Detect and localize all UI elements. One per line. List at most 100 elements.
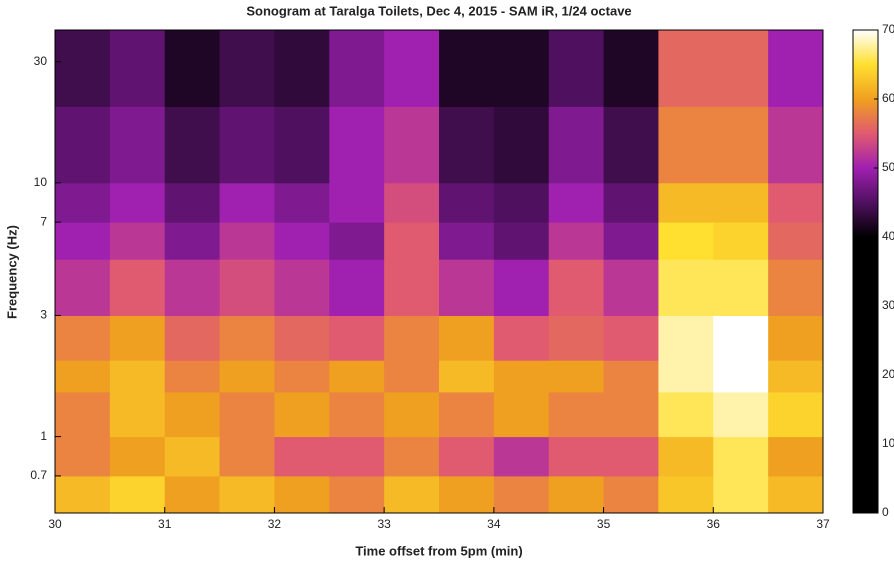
heatmap-cell (109, 436, 166, 477)
heatmap-cell (109, 182, 166, 223)
heatmap-cell (164, 436, 221, 477)
x-tick-label: 37 (816, 517, 830, 531)
x-axis-label: Time offset from 5pm (min) (355, 543, 522, 558)
heatmap-cell (55, 259, 111, 317)
heatmap-cell (768, 259, 824, 317)
heatmap-cell (658, 360, 714, 393)
x-tick-label: 32 (268, 517, 282, 531)
heatmap-cell (109, 222, 166, 260)
heatmap-cell (274, 106, 330, 184)
heatmap-cell (109, 360, 166, 393)
heatmap-cell (658, 391, 714, 438)
heatmap-cell (329, 30, 385, 107)
heatmap-cell (109, 475, 166, 514)
heatmap-cell (164, 391, 221, 438)
heatmap-cell (439, 259, 495, 317)
heatmap-cell (384, 475, 440, 514)
x-tick-label: 34 (487, 517, 501, 531)
heatmap-cell (384, 222, 440, 260)
heatmap-cell (713, 182, 769, 223)
heatmap-cell (439, 222, 495, 260)
heatmap-cell (439, 360, 495, 393)
y-tick-label: 30 (34, 54, 48, 68)
heatmap-cell (439, 315, 495, 361)
heatmap-cell (768, 30, 824, 107)
heatmap-cell (768, 222, 824, 260)
heatmap-cell (219, 360, 275, 393)
y-tick-label: 0.7 (30, 468, 47, 482)
heatmap-cell (109, 259, 166, 317)
heatmap-cell (439, 436, 495, 477)
heatmap-cell (603, 475, 659, 514)
x-tick-label: 31 (158, 517, 172, 531)
heatmap-cell (548, 360, 605, 393)
heatmap-cell (768, 182, 824, 223)
heatmap-cell (768, 315, 824, 361)
heatmap-cell (713, 106, 769, 184)
heatmap-cell (109, 30, 166, 107)
heatmap-cell (548, 182, 605, 223)
heatmap-cell (658, 475, 714, 514)
heatmap-cell (548, 391, 605, 438)
heatmap-cell (329, 315, 385, 361)
heatmap-cell (329, 475, 385, 514)
heatmap-cell (109, 315, 166, 361)
heatmap-cell (713, 436, 769, 477)
colorbar-tick-label: 60 (882, 91, 894, 105)
heatmap-cell (164, 106, 221, 184)
heatmap-cell (713, 315, 769, 361)
colorbar-tick-label: 0 (882, 505, 889, 519)
heatmap-cell (55, 391, 111, 438)
heatmap-cell (274, 222, 330, 260)
heatmap-cell (713, 259, 769, 317)
heatmap-cell (55, 182, 111, 223)
heatmap-cell (274, 315, 330, 361)
heatmap-cell (768, 391, 824, 438)
heatmap-cell (274, 475, 330, 514)
x-tick-label: 30 (48, 517, 62, 531)
colorbar-tick-label: 20 (882, 367, 894, 381)
heatmap-cell (493, 30, 550, 107)
heatmap-cell (603, 106, 659, 184)
heatmap-cell (219, 30, 275, 107)
heatmap-cell (658, 182, 714, 223)
heatmap-cell (274, 360, 330, 393)
y-tick-label: 10 (34, 175, 48, 189)
colorbar-tick-label: 70 (882, 22, 894, 36)
x-tick-label: 36 (707, 517, 721, 531)
heatmap-cell (493, 106, 550, 184)
x-tick-label: 33 (377, 517, 391, 531)
heatmap-cell (384, 30, 440, 107)
heatmap-cell (219, 222, 275, 260)
heatmap-cell (329, 106, 385, 184)
heatmap-cell (384, 315, 440, 361)
heatmap-cell (713, 475, 769, 514)
heatmap-cell (219, 106, 275, 184)
heatmap-cell (603, 182, 659, 223)
heatmap-cell (274, 436, 330, 477)
heatmap-cell (164, 30, 221, 107)
heatmap-cell (713, 30, 769, 107)
heatmap-cell (219, 475, 275, 514)
heatmap-cell (329, 436, 385, 477)
heatmap-cell (768, 106, 824, 184)
heatmap-cell (548, 475, 605, 514)
heatmap-cell (329, 391, 385, 438)
colorbar-tick-label: 50 (882, 160, 894, 174)
heatmap-cell (548, 106, 605, 184)
heatmap-cell (493, 436, 550, 477)
heatmap-cell (768, 436, 824, 477)
heatmap-cell (55, 360, 111, 393)
heatmap-cell (658, 106, 714, 184)
heatmap-cell (164, 315, 221, 361)
heatmap-cell (274, 391, 330, 438)
heatmap-cell (164, 475, 221, 514)
heatmap-cell (274, 259, 330, 317)
heatmap-cell (55, 315, 111, 361)
heatmap-cell (658, 30, 714, 107)
heatmap-cell (713, 360, 769, 393)
heatmap-cell (164, 182, 221, 223)
y-tick-label: 7 (40, 214, 47, 228)
heatmap-cell (384, 106, 440, 184)
